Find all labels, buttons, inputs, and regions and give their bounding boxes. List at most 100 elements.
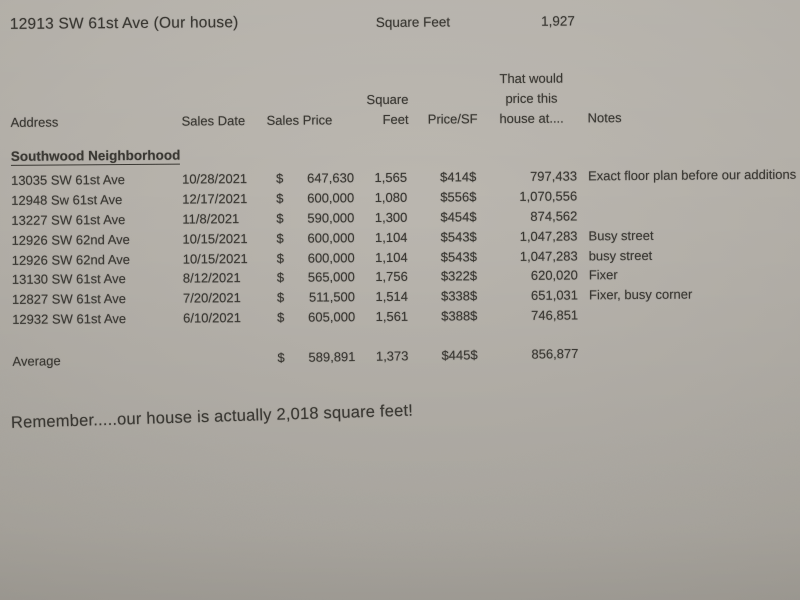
currency-symbol: $	[276, 230, 284, 246]
cell-sales-date: 11/8/2021	[182, 211, 240, 227]
cell-sales-date: 12/17/2021	[182, 191, 248, 207]
column-header-address: Address	[10, 114, 59, 130]
currency-symbol: $	[469, 229, 477, 245]
cell-sales-date	[183, 358, 277, 359]
average-price-sf: $445	[441, 347, 471, 364]
average-house-at: 856,877	[531, 346, 579, 362]
cell-square-feet: 1,080	[374, 189, 408, 206]
cell-notes	[577, 194, 799, 196]
cell-square-feet: 1,300	[374, 209, 408, 226]
currency-symbol: $	[469, 248, 477, 264]
cell-price-sf: $322	[440, 268, 470, 284]
cell-sales-price: 565,000	[307, 269, 355, 285]
subject-address-title: 12913 SW 61st Ave (Our house)	[9, 14, 239, 33]
cell-house-at: 1,047,283	[519, 248, 578, 264]
currency-symbol: $	[277, 350, 285, 366]
currency-symbol: $	[469, 189, 477, 205]
currency-symbol: $	[275, 171, 284, 187]
cell-address: 12827 SW 61st Ave	[11, 291, 127, 308]
cell-square-feet: 1,561	[375, 308, 409, 325]
cell-price-sf: $556	[440, 189, 470, 205]
currency-symbol: $	[470, 347, 478, 363]
currency-symbol: $	[469, 288, 478, 304]
column-header-house-at-line1: That would	[499, 70, 564, 87]
currency-symbol: $	[276, 190, 284, 207]
cell-sales-price: 600,000	[307, 229, 355, 246]
cell-sales-price: 600,000	[307, 249, 355, 266]
cell-sales-price: 511,500	[308, 289, 356, 305]
comparable-sales-table: 13035 SW 61st Ave 10/28/2021 $ 647,630 1…	[0, 165, 800, 330]
cell-house-at: 797,433	[529, 168, 578, 185]
section-header-label: Southwood Neighborhood	[10, 147, 181, 166]
currency-symbol: $	[276, 210, 284, 226]
currency-symbol: $	[470, 308, 478, 324]
cell-sales-date: 10/15/2021	[182, 250, 248, 267]
footer-note: Remember.....our house is actually 2,018…	[10, 401, 414, 432]
cell-square-feet: 1,104	[374, 229, 408, 245]
cell-address: 13035 SW 61st Ave	[11, 172, 126, 189]
column-header-sales-price: Sales Price	[266, 112, 333, 128]
currency-symbol: $	[469, 268, 478, 284]
column-header-house-at-line2: price this	[505, 90, 558, 107]
cell-notes: Busy street	[588, 227, 654, 244]
cell-sales-price: 590,000	[307, 210, 355, 226]
cell-house-at: 874,562	[530, 208, 578, 224]
column-header-sales-date: Sales Date	[181, 113, 246, 129]
cell-sales-date: 8/12/2021	[182, 270, 241, 286]
cell-address: 13227 SW 61st Ave	[11, 211, 126, 228]
cell-notes: busy street	[588, 247, 653, 263]
cell-sales-date: 7/20/2021	[182, 290, 241, 306]
title-row: 12913 SW 61st Ave (Our house) Square Fee…	[0, 0, 798, 48]
cell-address: 12926 SW 62nd Ave	[11, 231, 130, 248]
cell-sales-price: 605,000	[308, 309, 356, 325]
cell-house-at: 651,031	[530, 287, 579, 304]
average-sales-price: 589,891	[308, 349, 356, 366]
currency-symbol: $	[276, 270, 285, 286]
cell-square-feet: 1,104	[375, 249, 408, 265]
cell-notes: Fixer, busy corner	[588, 286, 693, 303]
cell-notes: Exact floor plan before our additions	[587, 167, 797, 184]
cell-address: 12948 Sw 61st Ave	[11, 192, 123, 209]
cell-house-at: 1,070,556	[519, 188, 578, 205]
cell-square-feet: 1,756	[375, 269, 408, 285]
cell-price-sf: $414	[440, 169, 470, 185]
cell-notes	[578, 313, 800, 315]
cell-house-at: 746,851	[531, 307, 579, 323]
currency-symbol: $	[277, 309, 285, 325]
cell-notes: Fixer	[588, 267, 618, 283]
cell-house-at: 620,020	[530, 267, 578, 284]
column-header-house-at-line3: house at....	[499, 110, 564, 127]
cell-sales-date: 10/28/2021	[181, 171, 248, 187]
subject-sqft-label: Square Feet	[375, 14, 451, 31]
cell-address: 12926 SW 62nd Ave	[11, 251, 131, 268]
currency-symbol: $	[276, 250, 284, 266]
cell-address: 13130 SW 61st Ave	[11, 271, 126, 288]
cell-price-sf: $454	[440, 209, 470, 225]
column-header-square-feet-line2: Feet	[382, 111, 409, 127]
average-row: Average $ 589,891 1,373 $445 $ 856,877	[0, 341, 800, 372]
section-header: Southwood Neighborhood	[10, 147, 181, 166]
currency-symbol: $	[469, 209, 477, 225]
average-square-feet: 1,373	[375, 348, 409, 365]
cell-address: 12932 SW 61st Ave	[12, 310, 127, 327]
cell-price-sf: $543	[440, 229, 470, 245]
cell-square-feet: 1,565	[374, 170, 408, 186]
currency-symbol: $	[468, 169, 477, 185]
cell-sales-price: 647,630	[306, 170, 355, 186]
column-header-price-sf: Price/SF	[427, 111, 478, 127]
cell-house-at: 1,047,283	[519, 228, 578, 244]
currency-symbol: $	[276, 289, 285, 305]
cell-sales-price: 600,000	[307, 190, 355, 206]
column-header-notes: Notes	[587, 110, 622, 126]
cell-price-sf: $543	[440, 248, 470, 265]
column-header-square-feet-line1: Square	[366, 91, 409, 108]
cell-notes	[577, 214, 799, 216]
cell-square-feet: 1,514	[375, 288, 409, 305]
average-label: Average	[12, 353, 61, 370]
cell-sales-date: 6/10/2021	[183, 310, 242, 326]
subject-sqft-value: 1,927	[540, 13, 575, 29]
table-header: Address Sales Date Sales Price Square Fe…	[0, 54, 799, 132]
cell-sales-date: 10/15/2021	[182, 230, 248, 247]
